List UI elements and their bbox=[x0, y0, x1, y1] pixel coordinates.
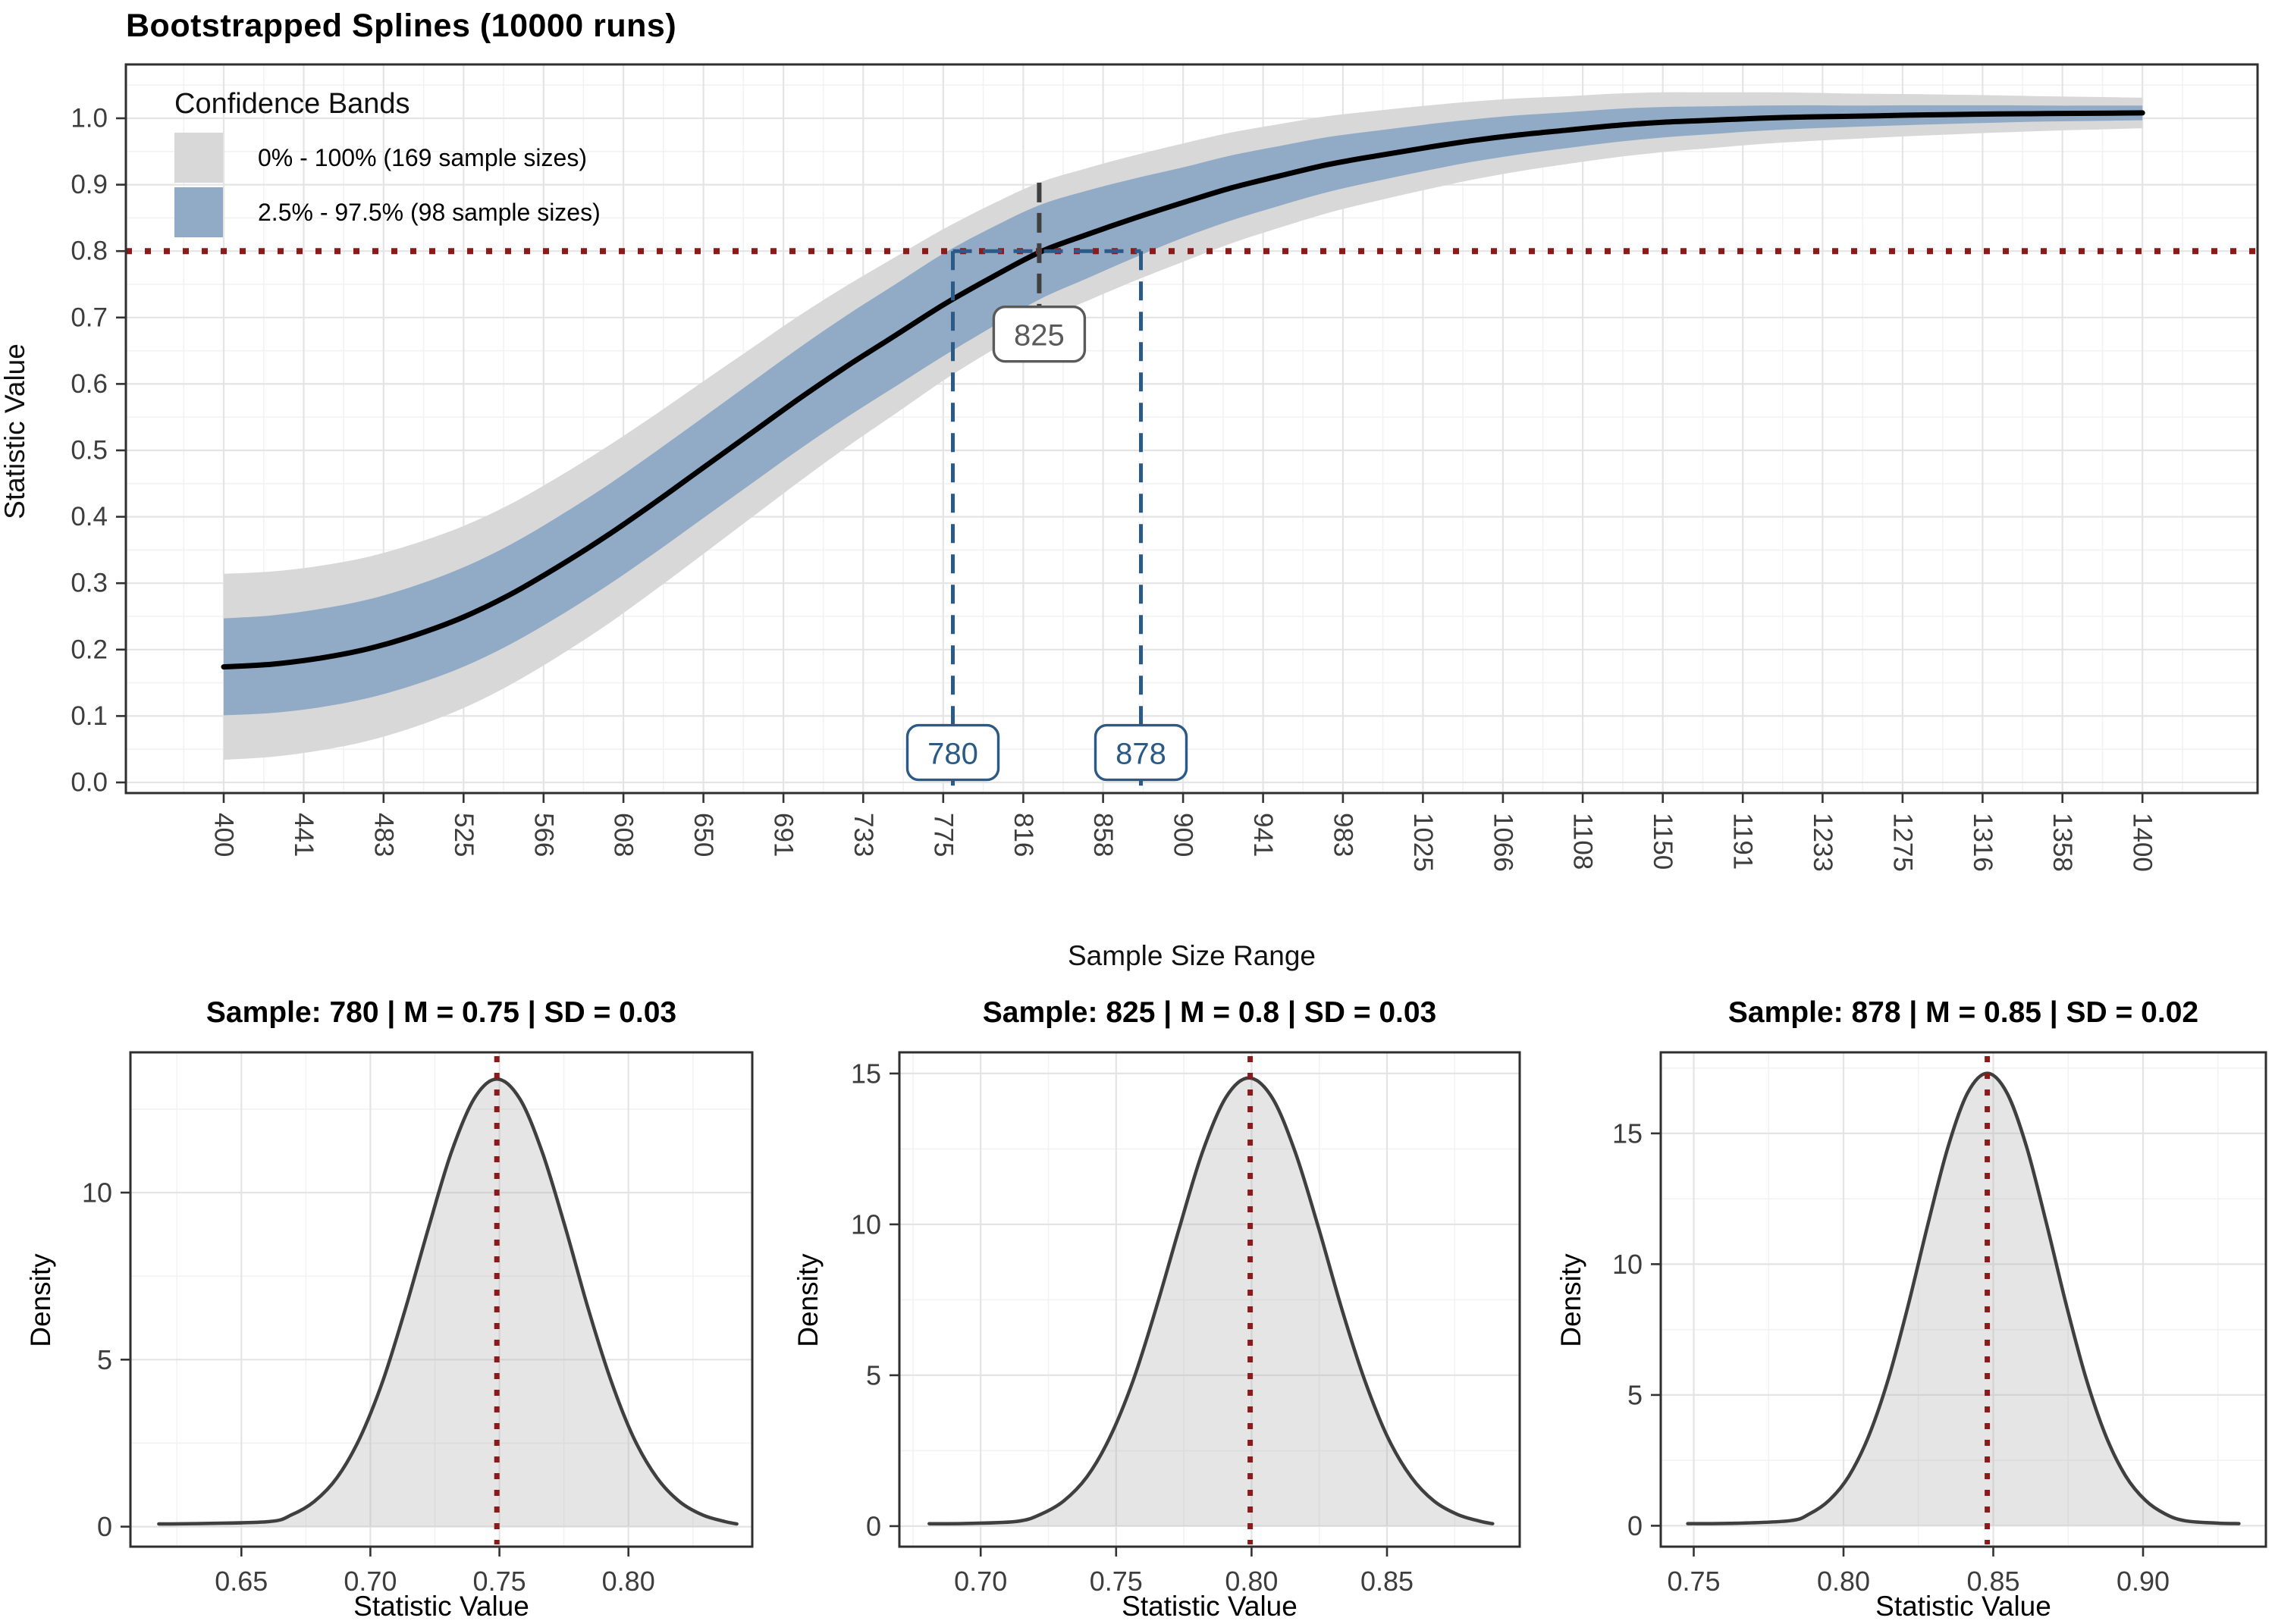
x-tick-label: 733 bbox=[849, 813, 878, 857]
y-tick-label: 0.8 bbox=[71, 237, 108, 266]
ci-lower-label-text: 780 bbox=[927, 738, 978, 771]
x-tick-label: 858 bbox=[1088, 813, 1118, 857]
x-tick-label: 525 bbox=[449, 813, 479, 857]
x-tick-label: 775 bbox=[928, 813, 958, 857]
x-tick-label: 0.75 bbox=[1090, 1566, 1143, 1597]
x-tick-label: 900 bbox=[1169, 813, 1198, 857]
x-tick-label: 0.80 bbox=[602, 1566, 655, 1597]
panel-border bbox=[124, 63, 2259, 795]
legend-title: Confidence Bands bbox=[174, 88, 410, 120]
density2-x-axis-title: Statistic Value bbox=[1122, 1591, 1298, 1622]
y-tick-label: 5 bbox=[1627, 1379, 1643, 1410]
x-tick-label: 1233 bbox=[1808, 813, 1837, 872]
x-tick-label: 608 bbox=[609, 813, 639, 857]
y-tick-label: 0.7 bbox=[71, 303, 108, 332]
x-tick-label: 0.85 bbox=[1360, 1566, 1414, 1597]
x-tick-label: 650 bbox=[689, 813, 718, 857]
x-tick-label: 1025 bbox=[1408, 813, 1438, 872]
x-tick-label: 0.85 bbox=[1966, 1566, 2019, 1597]
crossing-label-box bbox=[992, 306, 1087, 363]
density-fill bbox=[929, 1077, 1493, 1526]
y-tick-label: 10 bbox=[1612, 1249, 1643, 1280]
density3-title: Sample: 878 | M = 0.85 | SD = 0.02 bbox=[1727, 996, 2199, 1029]
density1-title: Sample: 780 | M = 0.75 | SD = 0.03 bbox=[206, 996, 677, 1029]
x-tick-label: 1316 bbox=[1968, 813, 1997, 872]
x-tick-label: 1400 bbox=[2128, 813, 2157, 872]
panel-border bbox=[129, 1051, 754, 1548]
legend-item-outer-band: 0% - 100% (169 sample sizes) bbox=[174, 133, 601, 183]
legend: Confidence Bands 0% - 100% (169 sample s… bbox=[174, 88, 601, 242]
y-tick-label: 0.2 bbox=[71, 635, 108, 664]
y-tick-label: 0.5 bbox=[71, 436, 108, 466]
y-tick-label: 5 bbox=[97, 1344, 112, 1375]
x-tick-label: 1191 bbox=[1728, 813, 1758, 870]
x-tick-label: 0.75 bbox=[1667, 1566, 1720, 1597]
legend-item-inner-band: 2.5% - 97.5% (98 sample sizes) bbox=[174, 187, 601, 237]
density3-x-axis-title: Statistic Value bbox=[1875, 1591, 2051, 1622]
legend-label-outer-band: 0% - 100% (169 sample sizes) bbox=[258, 143, 587, 171]
density-fill bbox=[158, 1079, 737, 1527]
x-tick-label: 691 bbox=[769, 813, 799, 857]
density2-y-axis-title: Density bbox=[792, 1253, 824, 1347]
x-tick-label: 483 bbox=[369, 813, 398, 857]
y-tick-label: 0.0 bbox=[71, 768, 108, 798]
crossing-label-text: 825 bbox=[1014, 319, 1065, 353]
y-tick-label: 0 bbox=[1627, 1510, 1643, 1541]
density2-title: Sample: 825 | M = 0.8 | SD = 0.03 bbox=[982, 996, 1437, 1029]
x-tick-label: 0.80 bbox=[1225, 1566, 1278, 1597]
x-tick-label: 0.70 bbox=[344, 1566, 397, 1597]
main-y-axis-title: Statistic Value bbox=[0, 343, 30, 519]
panel-border bbox=[1659, 1051, 2267, 1548]
density-fill bbox=[1687, 1073, 2239, 1526]
inner-confidence-band bbox=[224, 105, 2143, 716]
x-tick-label: 0.70 bbox=[954, 1566, 1007, 1597]
x-tick-label: 941 bbox=[1248, 813, 1278, 857]
x-tick-label: 1066 bbox=[1488, 813, 1517, 872]
panel-border bbox=[898, 1051, 1521, 1548]
y-tick-label: 0 bbox=[97, 1511, 112, 1542]
legend-swatch-inner-band bbox=[174, 187, 223, 237]
x-tick-label: 441 bbox=[289, 813, 318, 857]
x-tick-label: 566 bbox=[529, 813, 558, 857]
y-tick-label: 15 bbox=[851, 1058, 881, 1089]
x-tick-label: 1108 bbox=[1568, 813, 1598, 870]
y-tick-label: 10 bbox=[82, 1177, 112, 1209]
y-tick-label: 0.4 bbox=[71, 502, 108, 531]
y-tick-label: 15 bbox=[1612, 1118, 1643, 1149]
legend-label-inner-band: 2.5% - 97.5% (98 sample sizes) bbox=[258, 198, 601, 226]
x-tick-label: 0.90 bbox=[2117, 1566, 2170, 1597]
y-tick-label: 10 bbox=[851, 1209, 881, 1240]
y-tick-label: 1.0 bbox=[71, 104, 108, 133]
main-x-axis-title: Sample Size Range bbox=[1067, 940, 1316, 971]
density3-y-axis-title: Density bbox=[1555, 1253, 1586, 1347]
main-chart-title: Bootstrapped Splines (10000 runs) bbox=[126, 8, 677, 44]
x-tick-label: 816 bbox=[1009, 813, 1038, 857]
x-tick-label: 400 bbox=[209, 813, 239, 857]
ci-upper-label-box bbox=[1094, 723, 1188, 782]
y-tick-label: 0.3 bbox=[71, 569, 108, 598]
y-tick-label: 0 bbox=[866, 1510, 881, 1541]
density1-x-axis-title: Statistic Value bbox=[353, 1591, 529, 1622]
y-tick-label: 5 bbox=[866, 1359, 881, 1390]
x-tick-label: 0.65 bbox=[215, 1566, 268, 1597]
density1-y-axis-title: Density bbox=[25, 1253, 56, 1347]
mean-spline-curve bbox=[221, 110, 2145, 670]
x-tick-label: 983 bbox=[1328, 813, 1357, 857]
y-tick-label: 0.6 bbox=[71, 369, 108, 399]
y-tick-label: 0.9 bbox=[71, 170, 108, 199]
x-tick-label: 0.80 bbox=[1817, 1566, 1870, 1597]
x-tick-label: 1275 bbox=[1887, 813, 1917, 872]
density-curve bbox=[927, 1076, 1495, 1525]
x-tick-label: 1358 bbox=[2048, 813, 2077, 872]
x-tick-label: 1150 bbox=[1648, 813, 1677, 870]
y-tick-label: 0.1 bbox=[71, 701, 108, 731]
legend-swatch-outer-band bbox=[174, 133, 223, 183]
ci-lower-label-box bbox=[905, 723, 1000, 782]
ci-upper-label-text: 878 bbox=[1116, 738, 1166, 771]
x-tick-label: 0.75 bbox=[473, 1566, 526, 1597]
density-curve bbox=[157, 1077, 739, 1526]
